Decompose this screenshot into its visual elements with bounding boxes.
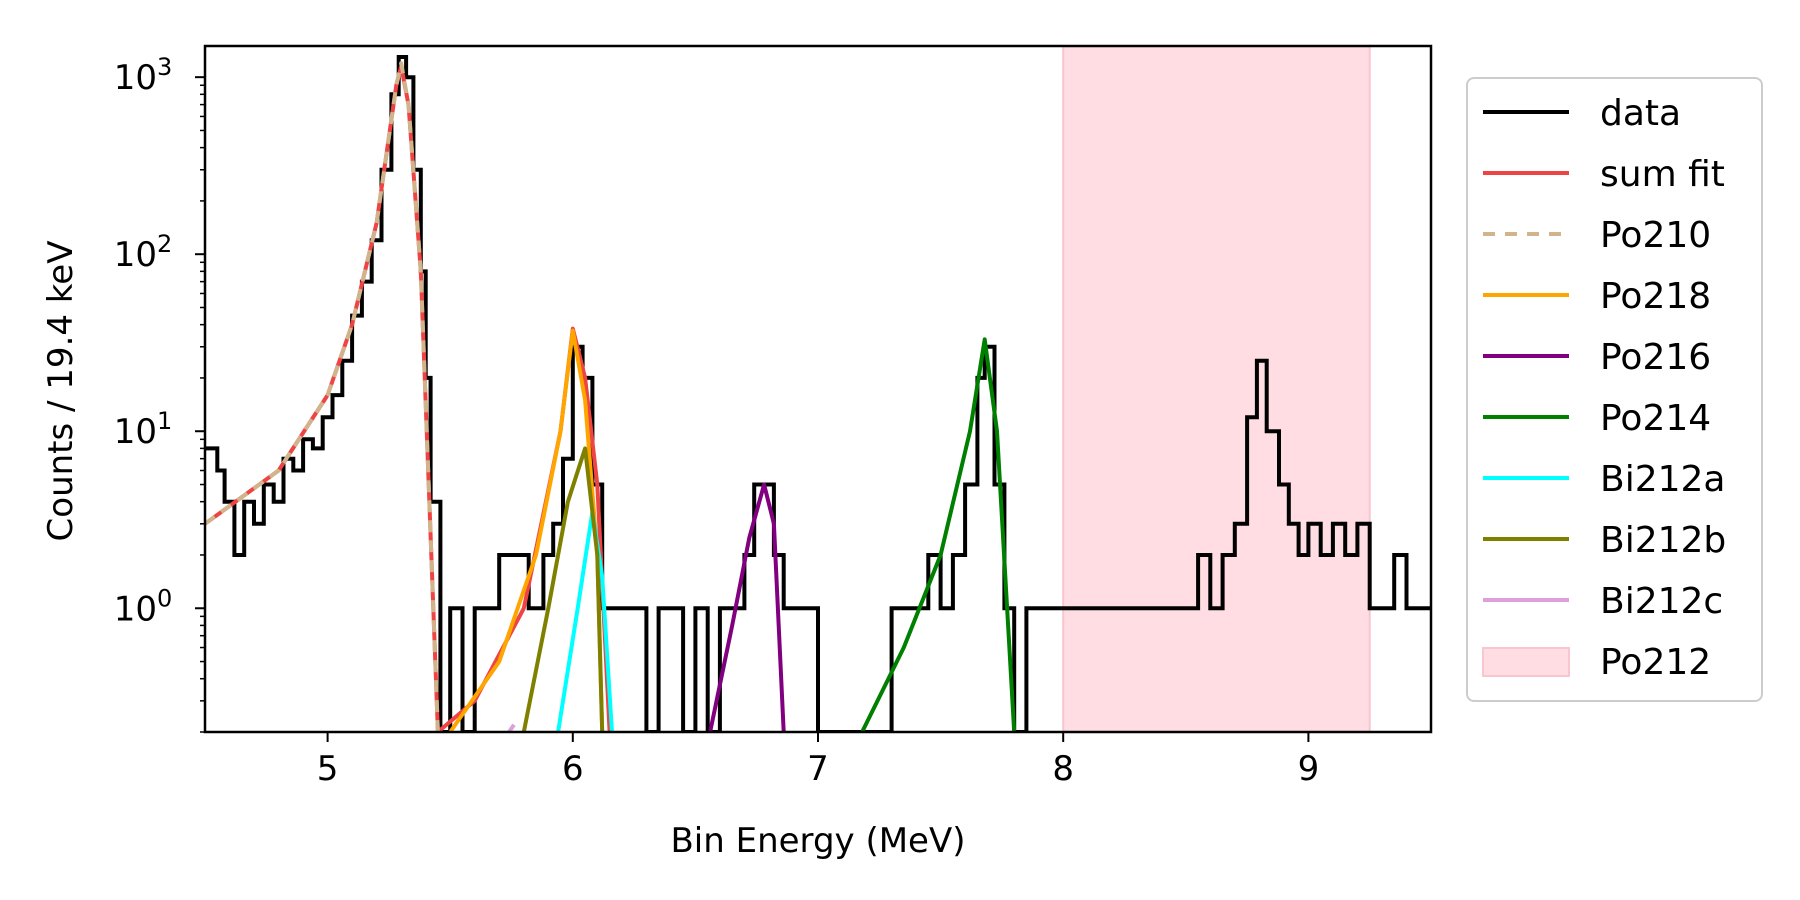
y-tick-label: 102 — [114, 230, 173, 275]
curve-po210 — [205, 61, 440, 732]
legend-box — [1466, 77, 1763, 702]
po212-region — [1062, 45, 1371, 733]
x-axis-label: Bin Energy (MeV) — [670, 821, 965, 861]
legend-sum-fit-label: sum fit — [1600, 154, 1725, 195]
y-tick-label: 103 — [114, 53, 173, 98]
curve-sum-fit — [205, 64, 612, 732]
legend-bi212b-label: Bi212b — [1600, 520, 1726, 561]
legend-po214-label: Po214 — [1600, 398, 1711, 439]
y-tick-label: 100 — [114, 584, 173, 629]
x-tick-label: 5 — [317, 749, 339, 789]
legend-po212-swatch — [1482, 647, 1570, 677]
curve-po216 — [708, 482, 786, 732]
legend-bi212a-label: Bi212a — [1600, 459, 1725, 500]
legend: data sum fit Po210 Po218 Po216 Po214 Bi212a Bi2… — [1466, 77, 1763, 702]
legend-po216-label: Po216 — [1600, 337, 1711, 378]
legend-po212-label: Po212 — [1600, 642, 1711, 683]
x-tick-label: 9 — [1298, 749, 1320, 789]
x-tick-label: 6 — [562, 749, 584, 789]
plot-area — [205, 45, 1431, 733]
x-tick-label: 8 — [1052, 749, 1074, 789]
legend-bi212c-label: Bi212c — [1600, 581, 1723, 622]
curve-bi212b — [521, 446, 605, 732]
curve-po214 — [860, 337, 1017, 732]
legend-data-label: data — [1600, 93, 1681, 134]
legend-po218-label: Po218 — [1600, 276, 1711, 317]
x-tick-label: 7 — [807, 749, 829, 789]
legend-po210-label: Po210 — [1600, 215, 1711, 256]
y-axis-label: Counts / 19.4 keV — [41, 241, 81, 542]
y-tick-label: 101 — [114, 407, 173, 452]
